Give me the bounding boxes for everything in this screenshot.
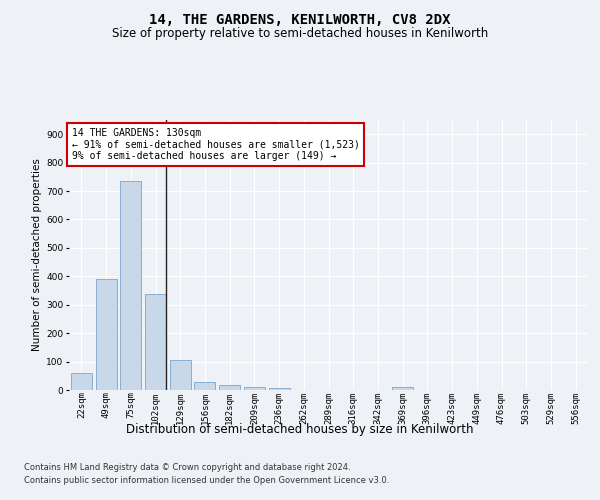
Text: 14, THE GARDENS, KENILWORTH, CV8 2DX: 14, THE GARDENS, KENILWORTH, CV8 2DX	[149, 12, 451, 26]
Text: Size of property relative to semi-detached houses in Kenilworth: Size of property relative to semi-detach…	[112, 28, 488, 40]
Bar	[219, 386, 240, 390]
Bar	[170, 360, 191, 390]
Text: Contains public sector information licensed under the Open Government Licence v3: Contains public sector information licen…	[24, 476, 389, 485]
Bar	[244, 387, 265, 390]
Bar	[145, 294, 166, 390]
Bar	[71, 373, 92, 390]
Text: Distribution of semi-detached houses by size in Kenilworth: Distribution of semi-detached houses by …	[126, 422, 474, 436]
Bar	[269, 388, 290, 390]
Bar	[392, 387, 413, 390]
Bar	[120, 181, 141, 390]
Text: 14 THE GARDENS: 130sqm
← 91% of semi-detached houses are smaller (1,523)
9% of s: 14 THE GARDENS: 130sqm ← 91% of semi-det…	[71, 128, 359, 162]
Y-axis label: Number of semi-detached properties: Number of semi-detached properties	[32, 158, 42, 352]
Bar	[95, 279, 116, 390]
Text: Contains HM Land Registry data © Crown copyright and database right 2024.: Contains HM Land Registry data © Crown c…	[24, 462, 350, 471]
Bar	[194, 382, 215, 390]
